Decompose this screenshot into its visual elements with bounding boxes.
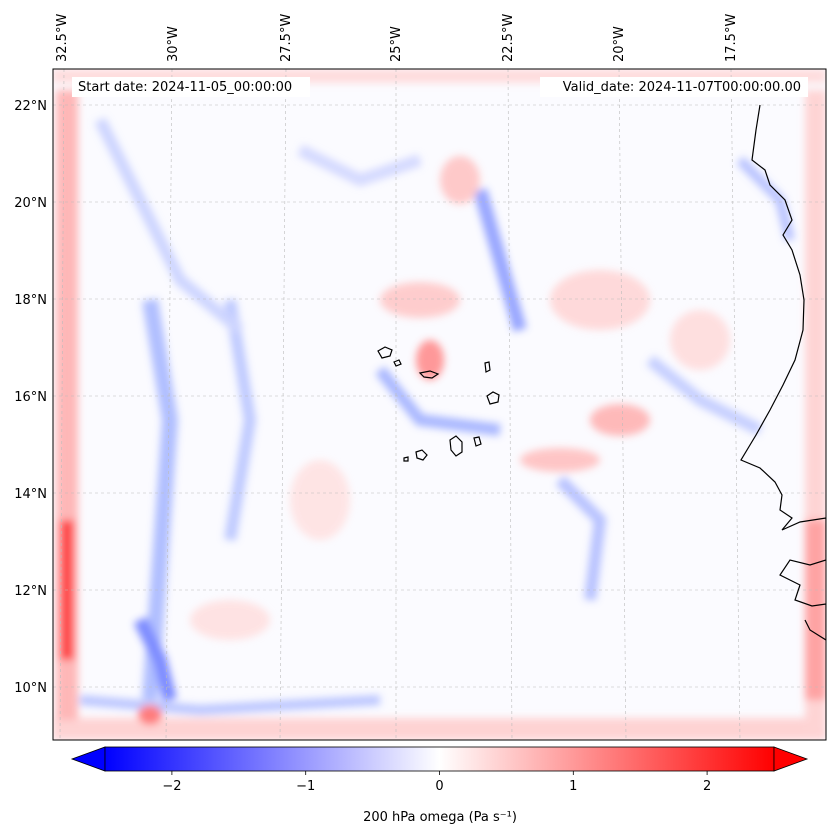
colorbar-extend-low: [70, 746, 106, 772]
colorbar-tick-label: −1: [296, 779, 315, 794]
colorbar-extend-high: [773, 746, 809, 772]
lat-label-12n: 12°N: [14, 584, 47, 599]
lon-label-30w: 30°W: [166, 26, 181, 62]
map-frame: [52, 68, 827, 741]
lon-label-20w: 20°W: [612, 26, 627, 62]
lat-label-20n: 20°N: [14, 196, 47, 211]
island-sal: [484, 361, 491, 373]
island-santo-antao: [377, 346, 393, 359]
african-coastline: [740, 104, 826, 641]
lat-label-14n: 14°N: [14, 487, 47, 502]
lat-label-16n: 16°N: [14, 390, 47, 405]
valid-date-label: Valid_date: 2024-11-07T00:00:00.00: [563, 80, 801, 95]
colorbar-label: 200 hPa omega (Pa s⁻¹): [363, 810, 517, 825]
island-santiago: [449, 435, 463, 457]
colorbar-tick-label: 1: [569, 779, 577, 794]
start-date-label: Start date: 2024-11-05_00:00:00: [78, 80, 292, 95]
omega-field: [53, 69, 826, 740]
coastlines: [377, 104, 826, 641]
island-fogo: [415, 449, 428, 461]
lon-label-25w: 25°W: [389, 26, 404, 62]
lat-label-22n: 22°N: [14, 99, 47, 114]
graticule: [53, 69, 826, 740]
colorbar-tick-label: 0: [435, 779, 443, 794]
lon-label-17-5w: 17.5°W: [724, 14, 739, 62]
colorbar-body: [104, 746, 775, 772]
island-brava: [403, 456, 409, 462]
island-sao-nicolau: [418, 370, 440, 379]
lon-label-32-5w: 32.5°W: [55, 14, 70, 62]
start-date-box: [72, 77, 310, 97]
lon-label-22-5w: 22.5°W: [501, 14, 516, 62]
colorbar: −2 −1 0 1 2 200 hPa omega (Pa s⁻¹): [70, 746, 809, 825]
island-sao-vicente: [393, 359, 402, 367]
colorbar-tick-label: −2: [162, 779, 181, 794]
lon-label-27-5w: 27.5°W: [279, 14, 294, 62]
island-maio: [473, 436, 482, 447]
lat-label-10n: 10°N: [14, 681, 47, 696]
valid-date-box: [540, 77, 808, 97]
colorbar-tick-label: 2: [703, 779, 711, 794]
colorbar-ticks: −2 −1 0 1 2: [162, 771, 711, 794]
lat-label-18n: 18°N: [14, 293, 47, 308]
island-boa-vista: [486, 391, 500, 405]
